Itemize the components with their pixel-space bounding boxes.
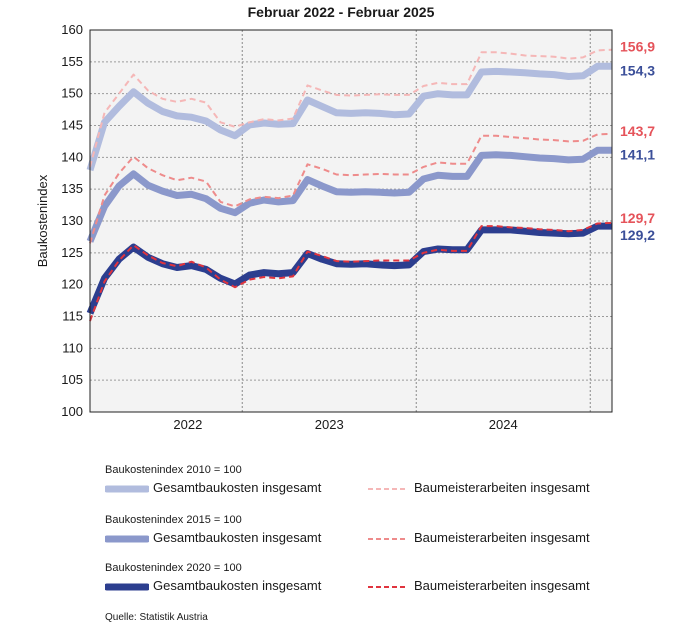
legend-group-header: Baukostenindex 2020 = 100 — [105, 562, 242, 574]
y-tick-label: 115 — [62, 309, 83, 324]
legend-item-solid: Gesamtbaukosten insgesamt — [103, 480, 322, 495]
line-chart: 100105110115120125130135140145150155160 … — [35, 22, 655, 432]
plot-frame — [89, 29, 613, 413]
y-axis-label: Baukostenindex — [35, 174, 50, 267]
legend-item-dashed: Baumeisterarbeiten insgesamt — [366, 530, 590, 545]
y-tick-label: 120 — [61, 277, 83, 292]
x-axis: 2022 2023 2024 — [173, 417, 517, 432]
legend-swatch-dashed — [368, 537, 406, 540]
y-tick-label: 125 — [61, 245, 83, 260]
y-tick-label: 105 — [61, 372, 83, 387]
series-line — [89, 132, 613, 244]
end-value-label: 129,2 — [620, 227, 655, 243]
legend-label: Gesamtbaukosten insgesamt — [153, 530, 322, 545]
end-value-label: 154,3 — [620, 62, 655, 78]
end-value-label: 129,7 — [620, 210, 655, 226]
series-line — [86, 222, 612, 315]
x-tick-label: 2024 — [489, 417, 518, 432]
y-tick-label: 100 — [61, 404, 83, 419]
end-value-label: 143,7 — [620, 123, 655, 139]
y-axis: 100 105 110 115 120 125 130 135 140 145 150 155 160 — [61, 22, 83, 419]
legend-group-header: Baukostenindex 2015 = 100 — [105, 514, 242, 526]
legend-item-solid: Gesamtbaukosten insgesamt — [103, 578, 322, 593]
legend-swatch-solid — [103, 535, 151, 543]
legend-swatch-solid — [103, 485, 151, 493]
series-line — [89, 48, 613, 168]
legend-swatch-dashed — [368, 487, 406, 490]
y-tick-label: 140 — [61, 149, 83, 164]
end-value-label: 156,9 — [620, 39, 655, 55]
legend-label: Baumeisterarbeiten insgesamt — [414, 578, 590, 593]
y-tick-label: 145 — [61, 118, 83, 133]
y-tick-label: 110 — [62, 340, 83, 355]
legend-label: Baumeisterarbeiten insgesamt — [414, 530, 590, 545]
chart-title: Februar 2022 - Februar 2025 — [247, 4, 435, 20]
end-value-label: 141,1 — [620, 146, 655, 162]
series-layer — [86, 48, 613, 322]
y-tick-label: 130 — [61, 213, 83, 228]
y-tick-label: 135 — [61, 181, 83, 196]
legend-swatch-solid — [103, 583, 151, 591]
legend-group-header: Baukostenindex 2010 = 100 — [105, 464, 242, 476]
y-tick-label: 155 — [61, 54, 83, 69]
x-tick-label: 2022 — [173, 417, 202, 432]
y-tick-label: 150 — [61, 86, 83, 101]
legend-item-solid: Gesamtbaukosten insgesamt — [103, 530, 322, 545]
series-line — [86, 62, 612, 172]
x-tick-label: 2023 — [315, 417, 344, 432]
legend-item-dashed: Baumeisterarbeiten insgesamt — [366, 480, 590, 495]
legend-label: Gesamtbaukosten insgesamt — [153, 578, 322, 593]
legend-label: Baumeisterarbeiten insgesamt — [414, 480, 590, 495]
y-tick-label: 160 — [61, 22, 83, 37]
source-note: Quelle: Statistik Austria — [105, 612, 208, 623]
legend-swatch-dashed — [368, 585, 406, 588]
legend-label: Gesamtbaukosten insgesamt — [153, 480, 322, 495]
series-line — [86, 146, 612, 243]
legend-item-dashed: Baumeisterarbeiten insgesamt — [366, 578, 590, 593]
